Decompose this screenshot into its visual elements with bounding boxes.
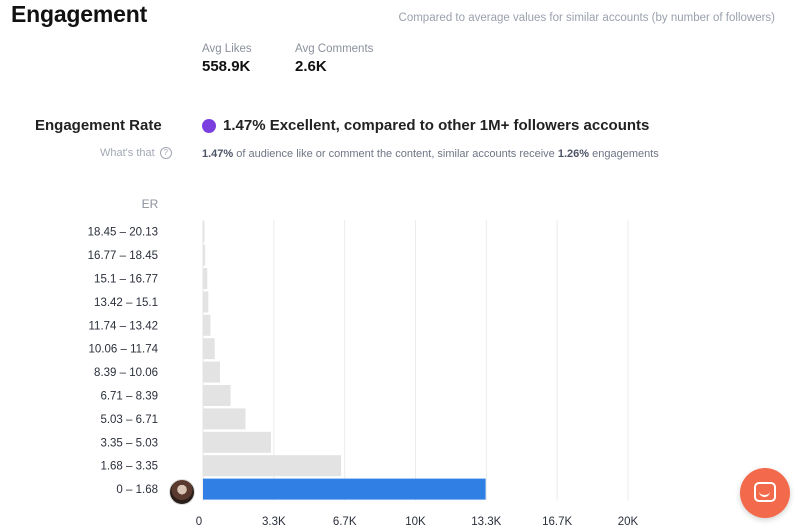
whats-that-label: What's that — [100, 147, 155, 159]
x-tick-label: 0 — [196, 516, 202, 528]
avg-comments-metric: Avg Comments 2.6K — [295, 43, 373, 75]
section-title: Engagement — [11, 1, 148, 27]
category-label: 18.45 – 20.13 — [88, 227, 158, 239]
bar — [203, 221, 205, 243]
bar — [203, 478, 486, 500]
compared-note: Compared to average values for similar a… — [398, 12, 775, 24]
x-tick-label: 13.3K — [471, 516, 501, 528]
avg-likes-label: Avg Likes — [202, 43, 252, 55]
bar — [203, 268, 208, 289]
category-label: 8.39 – 10.06 — [94, 367, 158, 379]
category-label: 15.1 – 16.77 — [94, 274, 158, 286]
bar — [203, 455, 342, 477]
x-tick-label: 10K — [405, 516, 426, 528]
avg-comments-label: Avg Comments — [295, 43, 374, 55]
category-label: 10.06 – 11.74 — [89, 344, 159, 356]
bar — [203, 385, 231, 406]
avg-likes-metric: Avg Likes 558.9K — [202, 43, 252, 75]
x-tick-label: 6.7K — [333, 516, 357, 528]
profile-avatar-icon — [169, 479, 195, 505]
chat-bubble-icon — [754, 482, 776, 502]
avg-likes-value: 558.9K — [202, 58, 251, 75]
engagement-rate-summary-text: 1.47% Excellent, compared to other 1M+ f… — [223, 117, 650, 134]
category-label: 16.77 – 18.45 — [88, 250, 158, 262]
desc-similar-value: 1.26% — [557, 148, 590, 160]
y-axis-label: ER — [142, 197, 159, 211]
question-circle-icon[interactable]: ? — [159, 147, 172, 159]
desc-end-text: engagements — [589, 148, 659, 160]
category-label: 13.42 – 15.1 — [94, 297, 158, 309]
category-label: 1.68 – 3.35 — [100, 461, 158, 473]
engagement-rate-summary: 1.47% Excellent, compared to other 1M+ f… — [202, 117, 649, 134]
x-tick-label: 3.3K — [262, 516, 286, 528]
bar — [203, 244, 206, 266]
category-label: 0 – 1.68 — [116, 484, 158, 496]
bar — [203, 361, 220, 383]
whats-that-link[interactable]: What's that ? — [100, 147, 172, 159]
bar — [203, 291, 209, 313]
bar — [203, 431, 271, 453]
er-distribution-chart: ER 18.45 – 20.13 16.77 – 18.45 15.1 – 16.77… — [88, 197, 639, 528]
rating-dot-icon — [202, 118, 216, 133]
category-label: 11.74 – 13.42 — [89, 320, 159, 332]
desc-rate-value: 1.47% — [202, 148, 234, 160]
bar — [203, 314, 211, 336]
chat-smile-icon — [759, 491, 770, 497]
category-label: 6.71 – 8.39 — [100, 391, 158, 403]
bar — [203, 338, 215, 360]
x-tick-label: 16.7K — [542, 516, 572, 528]
category-label: 5.03 – 6.71 — [100, 414, 158, 426]
avg-comments-value: 2.6K — [295, 58, 327, 75]
engagement-description: 1.47% of audience like or comment the co… — [202, 148, 659, 160]
bar — [203, 408, 246, 430]
category-label: 3.35 – 5.03 — [100, 437, 158, 449]
desc-middle-text: of audience like or comment the content,… — [233, 148, 558, 160]
chat-button[interactable] — [740, 468, 790, 518]
x-tick-label: 20K — [618, 516, 639, 528]
engagement-rate-label: Engagement Rate — [35, 117, 162, 134]
